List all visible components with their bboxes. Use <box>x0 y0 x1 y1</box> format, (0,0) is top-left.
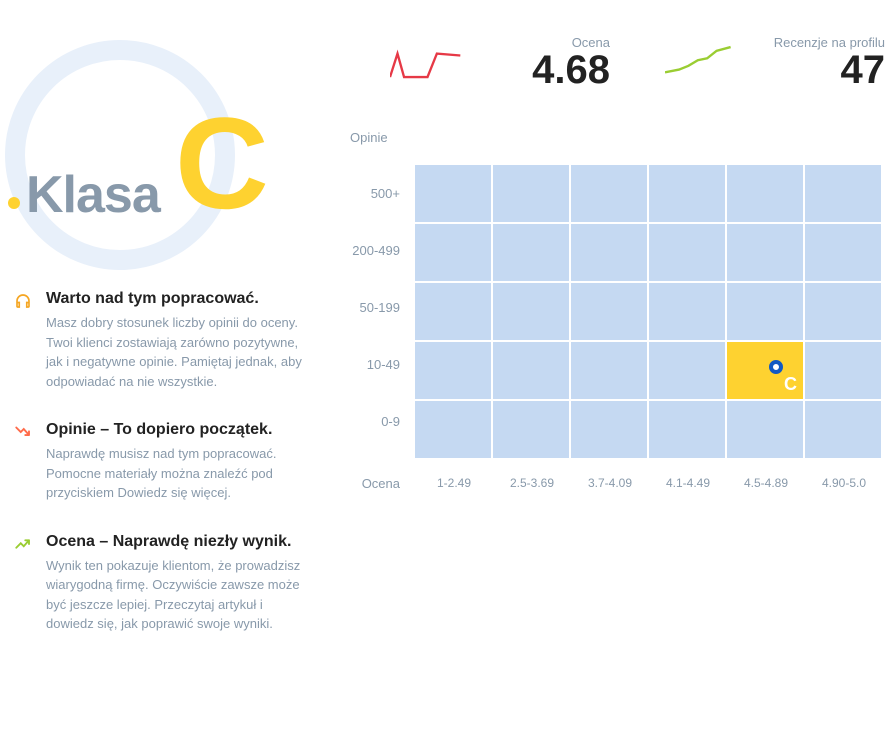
chart-x-title: Ocena <box>330 476 415 491</box>
chart-cell <box>415 283 491 340</box>
x-label: 3.7-4.09 <box>571 476 649 491</box>
ocena-sparkline-icon <box>390 38 465 88</box>
chart-cell <box>649 342 725 399</box>
chart-cell <box>805 165 881 222</box>
tip-desc: Masz dobry stosunek liczby opinii do oce… <box>46 313 305 391</box>
chart-cell <box>727 283 803 340</box>
chart-cell <box>805 401 881 458</box>
chart-cell <box>415 165 491 222</box>
chart-cell <box>415 224 491 281</box>
grade-badge: Klasa C <box>0 50 280 270</box>
marker-icon <box>769 360 783 374</box>
badge-label: Klasa <box>26 165 160 225</box>
chart-cell <box>571 224 647 281</box>
chart-cell <box>493 401 569 458</box>
chart-cell <box>805 224 881 281</box>
chart-cell <box>493 342 569 399</box>
recenzje-sparkline-icon <box>665 38 740 88</box>
tip-item: Warto nad tym popracować. Masz dobry stos… <box>14 290 310 391</box>
tip-item: Opinie – To dopiero początek. Naprawdę mu… <box>14 421 310 503</box>
chart-cell <box>649 283 725 340</box>
chart-x-labels: 1-2.492.5-3.693.7-4.094.1-4.494.5-4.894.… <box>415 476 883 491</box>
stat-recenzje: Recenzje na profilu 47 <box>665 35 885 90</box>
chart-cell <box>649 165 725 222</box>
marker-label: C <box>784 374 797 395</box>
x-label: 4.1-4.49 <box>649 476 727 491</box>
y-label: 200-499 <box>330 222 400 279</box>
right-column: Ocena 4.68 Recenzje na profilu 47 Opinie… <box>330 35 890 491</box>
chart-cell <box>571 165 647 222</box>
chart-body: 500+200-49950-19910-490-9 C <box>330 165 890 458</box>
tip-title: Ocena – Naprawdę niezły wynik. <box>46 533 305 551</box>
trend-down-icon <box>14 423 32 441</box>
x-label: 2.5-3.69 <box>493 476 571 491</box>
stat-recenzje-value: 47 <box>755 50 885 90</box>
headphones-icon <box>14 292 32 310</box>
tip-title: Opinie – To dopiero początek. <box>46 421 305 439</box>
tip-title: Warto nad tym popracować. <box>46 290 305 308</box>
y-label: 10-49 <box>330 336 400 393</box>
chart-cell <box>571 283 647 340</box>
y-label: 0-9 <box>330 393 400 450</box>
tip-body: Warto nad tym popracować. Masz dobry stos… <box>46 290 310 391</box>
chart-cells: C <box>415 165 881 458</box>
chart: Opinie 500+200-49950-19910-490-9 C Ocena… <box>330 130 890 491</box>
chart-cell <box>493 224 569 281</box>
tip-item: Ocena – Naprawdę niezły wynik. Wynik ten … <box>14 533 310 634</box>
y-label: 500+ <box>330 165 400 222</box>
left-column: Klasa C Warto nad tym popracować. Masz do… <box>0 50 310 664</box>
stat-ocena: Ocena 4.68 <box>390 35 610 90</box>
x-label: 4.5-4.89 <box>727 476 805 491</box>
chart-cell <box>805 283 881 340</box>
stat-ocena-value: 4.68 <box>480 50 610 90</box>
chart-y-title: Opinie <box>350 130 890 145</box>
x-label: 4.90-5.0 <box>805 476 883 491</box>
chart-x-row: Ocena 1-2.492.5-3.693.7-4.094.1-4.494.5-… <box>330 476 890 491</box>
chart-cell <box>727 165 803 222</box>
chart-cell <box>571 342 647 399</box>
chart-y-labels: 500+200-49950-19910-490-9 <box>330 165 415 458</box>
chart-cell <box>493 283 569 340</box>
badge-dot-icon <box>8 197 20 209</box>
chart-cell <box>649 401 725 458</box>
tip-desc: Wynik ten pokazuje klientom, że prowadzi… <box>46 556 305 634</box>
chart-cell <box>493 165 569 222</box>
tips-list: Warto nad tym popracować. Masz dobry stos… <box>0 290 310 634</box>
chart-cell <box>727 224 803 281</box>
tip-desc: Naprawdę musisz nad tym popracować. Pomo… <box>46 444 305 503</box>
stats-row: Ocena 4.68 Recenzje na profilu 47 <box>390 35 890 90</box>
chart-cell <box>415 342 491 399</box>
chart-cell <box>805 342 881 399</box>
tip-body: Ocena – Naprawdę niezły wynik. Wynik ten … <box>46 533 310 634</box>
x-label: 1-2.49 <box>415 476 493 491</box>
chart-cell <box>727 401 803 458</box>
badge-text: Klasa <box>8 165 160 225</box>
chart-cell <box>415 401 491 458</box>
y-label: 50-199 <box>330 279 400 336</box>
tip-body: Opinie – To dopiero początek. Naprawdę mu… <box>46 421 310 503</box>
badge-grade: C <box>175 98 269 228</box>
chart-cell <box>649 224 725 281</box>
trend-up-icon <box>14 535 32 553</box>
chart-cell-active: C <box>727 342 803 399</box>
chart-cell <box>571 401 647 458</box>
